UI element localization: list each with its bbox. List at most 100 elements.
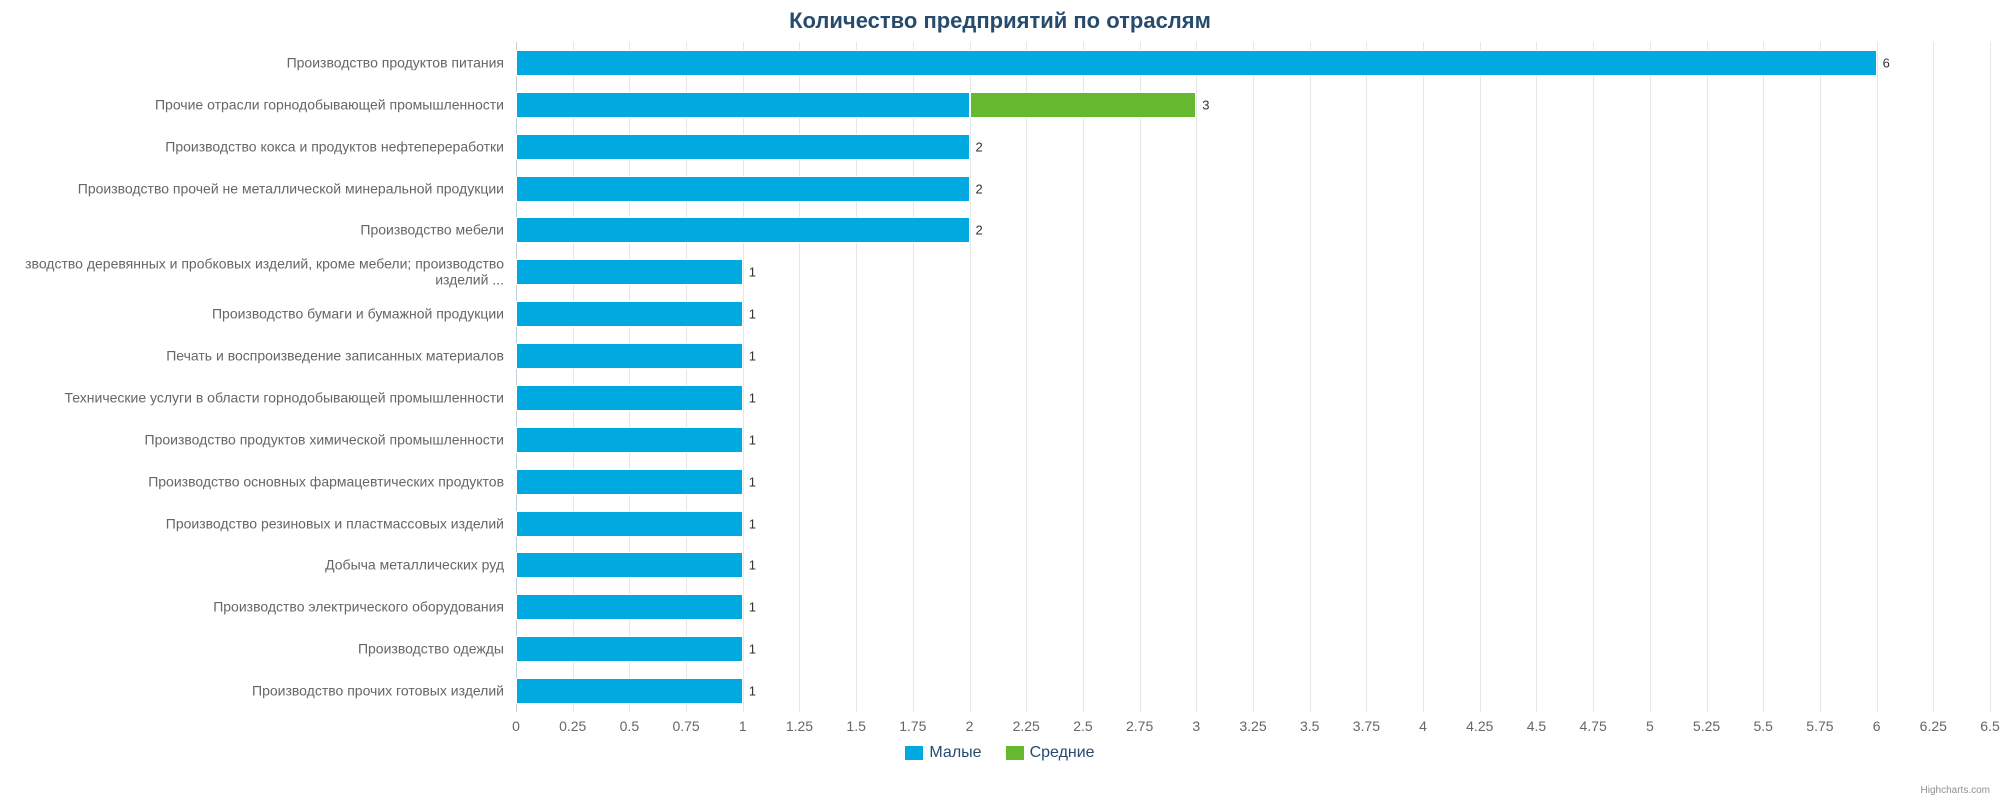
- x-tick-label: 6.5: [1980, 718, 1999, 734]
- legend-item[interactable]: Малые: [905, 744, 981, 762]
- stack-total-label: 1: [749, 349, 756, 364]
- category-label: Прочие отрасли горнодобывающей промышлен…: [4, 97, 504, 112]
- x-tick-label: 2.75: [1126, 718, 1153, 734]
- bar-row: [516, 50, 1990, 76]
- bar-row: [516, 176, 1990, 202]
- x-tick-label: 1.25: [786, 718, 813, 734]
- legend-label: Средние: [1030, 744, 1095, 762]
- bar-segment[interactable]: [970, 92, 1197, 118]
- x-tick-label: 5.25: [1693, 718, 1720, 734]
- x-tick-label: 5: [1646, 718, 1654, 734]
- x-tick-label: 4.75: [1580, 718, 1607, 734]
- bar-segment[interactable]: [516, 259, 743, 285]
- category-label: Производство прочих готовых изделий: [4, 683, 504, 698]
- x-tick-label: 1.75: [899, 718, 926, 734]
- bar-row: [516, 427, 1990, 453]
- bar-row: [516, 511, 1990, 537]
- bar-row: [516, 217, 1990, 243]
- bar-segment[interactable]: [516, 636, 743, 662]
- chart-title: Количество предприятий по отраслям: [0, 8, 2000, 34]
- x-tick-label: 2.5: [1073, 718, 1092, 734]
- x-tick-label: 1.5: [846, 718, 865, 734]
- category-label: Добыча металлических руд: [4, 558, 504, 573]
- stack-total-label: 1: [749, 600, 756, 615]
- x-tick-label: 6: [1873, 718, 1881, 734]
- stack-total-label: 1: [749, 474, 756, 489]
- stack-total-label: 1: [749, 642, 756, 657]
- bar-segment[interactable]: [516, 134, 970, 160]
- bar-segment[interactable]: [516, 343, 743, 369]
- x-tick-label: 0: [512, 718, 520, 734]
- bar-row: [516, 343, 1990, 369]
- bar-row: [516, 469, 1990, 495]
- x-tick-label: 6.25: [1920, 718, 1947, 734]
- stack-total-label: 1: [749, 558, 756, 573]
- x-tick-label: 4.5: [1527, 718, 1546, 734]
- category-label: Производство прочей не металлической мин…: [4, 181, 504, 196]
- x-tick-label: 2: [966, 718, 974, 734]
- stack-total-label: 1: [749, 390, 756, 405]
- x-tick-label: 3.25: [1239, 718, 1266, 734]
- bar-segment[interactable]: [516, 511, 743, 537]
- legend-label: Малые: [929, 744, 981, 762]
- bar-segment[interactable]: [516, 469, 743, 495]
- bar-row: [516, 259, 1990, 285]
- x-tick-label: 2.25: [1013, 718, 1040, 734]
- category-label: Производство продуктов питания: [4, 55, 504, 70]
- stack-total-label: 2: [976, 223, 983, 238]
- stack-total-label: 2: [976, 139, 983, 154]
- bar-segment[interactable]: [516, 552, 743, 578]
- bar-segment[interactable]: [516, 301, 743, 327]
- category-label: Производство бумаги и бумажной продукции: [4, 306, 504, 321]
- bar-row: [516, 552, 1990, 578]
- category-label: Производство основных фармацевтических п…: [4, 474, 504, 489]
- category-label: Производство продуктов химической промыш…: [4, 432, 504, 447]
- bar-row: [516, 385, 1990, 411]
- legend-swatch: [905, 746, 923, 760]
- bar-segment[interactable]: [516, 92, 970, 118]
- gridline: [1990, 42, 1991, 712]
- bar-segment[interactable]: [516, 678, 743, 704]
- category-label: Производство кокса и продуктов нефтепере…: [4, 139, 504, 154]
- stack-total-label: 6: [1883, 55, 1890, 70]
- stack-total-label: 1: [749, 516, 756, 531]
- credit-link[interactable]: Highcharts.com: [1921, 785, 1990, 796]
- bar-row: [516, 301, 1990, 327]
- stack-total-label: 1: [749, 265, 756, 280]
- bar-chart: Количество предприятий по отраслям 0 0.25…: [0, 0, 2000, 800]
- category-label: зводство деревянных и пробковых изделий,…: [4, 257, 504, 288]
- x-tick-label: 3.75: [1353, 718, 1380, 734]
- x-tick-label: 0.5: [620, 718, 639, 734]
- x-tick-label: 4.25: [1466, 718, 1493, 734]
- category-label: Производство электрического оборудования: [4, 600, 504, 615]
- bar-row: [516, 92, 1990, 118]
- category-label: Производство резиновых и пластмассовых и…: [4, 516, 504, 531]
- x-tick-label: 5.75: [1806, 718, 1833, 734]
- bar-row: [516, 636, 1990, 662]
- x-tick-label: 0.25: [559, 718, 586, 734]
- category-label: Печать и воспроизведение записанных мате…: [4, 348, 504, 363]
- stack-total-label: 1: [749, 432, 756, 447]
- x-tick-label: 5.5: [1753, 718, 1772, 734]
- bar-segment[interactable]: [516, 594, 743, 620]
- bar-segment[interactable]: [516, 427, 743, 453]
- x-tick-label: 0.75: [672, 718, 699, 734]
- bar-row: [516, 134, 1990, 160]
- bar-segment[interactable]: [516, 217, 970, 243]
- bar-row: [516, 678, 1990, 704]
- bar-row: [516, 594, 1990, 620]
- x-tick-label: 1: [739, 718, 747, 734]
- bar-segment[interactable]: [516, 50, 1877, 76]
- category-label: Производство мебели: [4, 223, 504, 238]
- x-tick-label: 3.5: [1300, 718, 1319, 734]
- stack-total-label: 3: [1202, 97, 1209, 112]
- category-label: Производство одежды: [4, 641, 504, 656]
- bar-segment[interactable]: [516, 176, 970, 202]
- plot-area: 00.250.50.7511.251.51.7522.252.52.7533.2…: [516, 42, 1990, 712]
- x-tick-label: 3: [1192, 718, 1200, 734]
- legend: Малые Средние: [0, 744, 2000, 765]
- stack-total-label: 1: [749, 307, 756, 322]
- bar-segment[interactable]: [516, 385, 743, 411]
- stack-total-label: 1: [749, 684, 756, 699]
- legend-item[interactable]: Средние: [1006, 744, 1095, 762]
